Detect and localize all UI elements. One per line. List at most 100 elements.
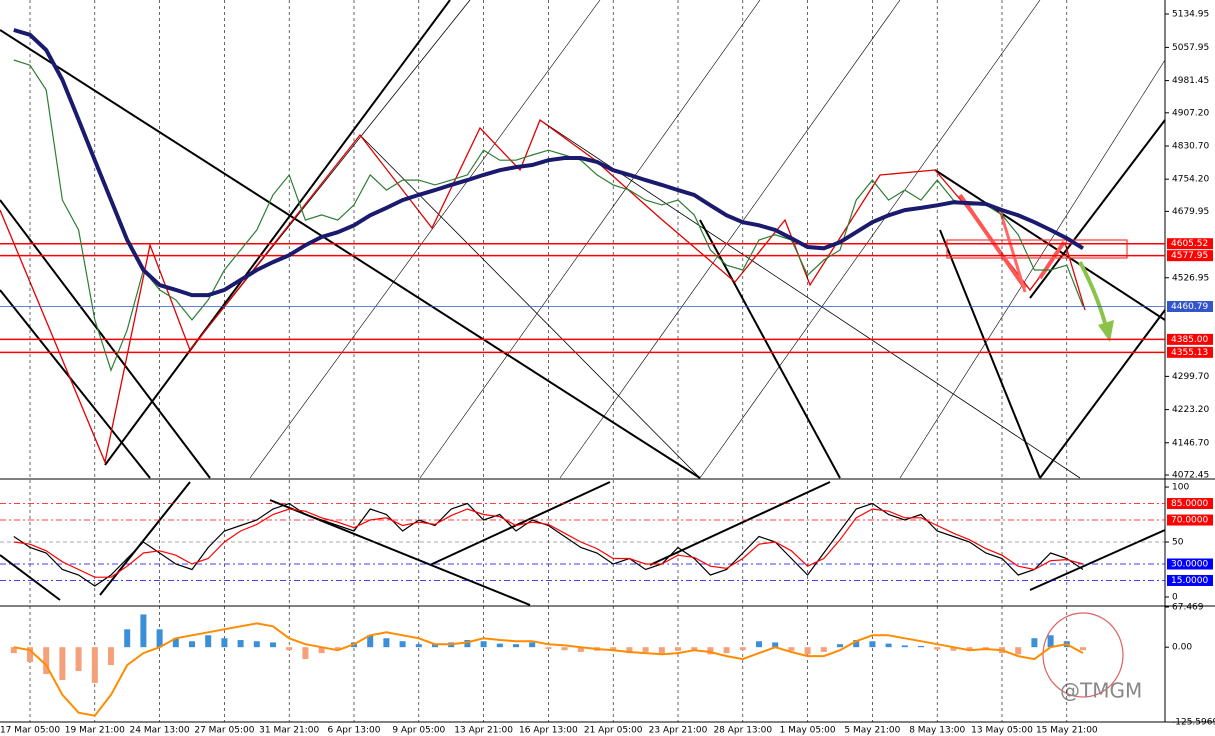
- level-label: 4577.95: [1171, 251, 1208, 261]
- bar: [205, 635, 212, 648]
- level-label-box: [1167, 300, 1213, 312]
- bar: [707, 647, 714, 655]
- bar: [756, 641, 762, 648]
- bar: [1031, 638, 1038, 648]
- bar: [318, 647, 325, 654]
- bar: [124, 629, 131, 648]
- level-label-box: [1167, 346, 1213, 358]
- bar: [577, 647, 584, 652]
- level-label: 15.0000: [1171, 576, 1208, 586]
- bar: [529, 642, 536, 648]
- series-line: [13, 622, 1084, 717]
- y-tick-label: 0: [1172, 592, 1178, 602]
- bar: [91, 647, 98, 683]
- bar: [75, 647, 82, 672]
- bar: [140, 614, 147, 648]
- x-tick-label: 24 Mar 13:00: [130, 726, 190, 736]
- bar: [1080, 647, 1086, 651]
- x-tick-label: 23 Apr 21:00: [649, 726, 708, 736]
- bar: [820, 647, 827, 652]
- bar: [253, 641, 260, 648]
- x-tick-label: 19 Mar 21:00: [65, 726, 125, 736]
- bar: [626, 647, 633, 654]
- y-tick-label: 4679.95: [1172, 207, 1209, 217]
- x-tick-label: 28 Apr 13:00: [713, 726, 772, 736]
- bar: [383, 638, 390, 648]
- bar: [464, 640, 471, 648]
- bar: [610, 647, 617, 651]
- bar: [837, 644, 843, 648]
- level-label-box: [1167, 498, 1213, 510]
- x-tick-label: 27 Mar 05:00: [194, 726, 254, 736]
- x-tick-label: 13 Apr 21:00: [454, 726, 513, 736]
- x-tick-label: 8 May 13:00: [909, 726, 965, 736]
- bar: [10, 647, 17, 654]
- x-tick-label: 6 Apr 13:00: [328, 726, 381, 736]
- bar: [934, 647, 941, 650]
- y-tick-label: 67.469: [1172, 603, 1204, 613]
- bar: [853, 640, 860, 648]
- y-tick-label: 4072.45: [1172, 470, 1209, 480]
- bar: [399, 641, 406, 648]
- level-label-box: [1167, 574, 1213, 586]
- bar: [43, 647, 50, 674]
- bar: [658, 647, 665, 654]
- x-tick-label: 13 May 05:00: [971, 726, 1033, 736]
- y-tick-label: 4146.70: [1172, 438, 1209, 448]
- level-label: 4605.52: [1171, 239, 1208, 249]
- y-tick-label: 5057.95: [1172, 43, 1209, 53]
- y-tick-label: 4830.70: [1172, 141, 1209, 151]
- bar: [221, 638, 228, 648]
- y-tick-label: 100: [1172, 483, 1189, 493]
- level-label: 4355.13: [1171, 348, 1208, 358]
- bar: [270, 642, 276, 648]
- bar: [237, 640, 244, 648]
- bar: [918, 645, 924, 648]
- bar: [966, 647, 973, 651]
- series-line: [13, 502, 1084, 587]
- bar: [1047, 635, 1054, 648]
- y-tick-label: 5134.95: [1172, 9, 1209, 19]
- x-tick-label: 16 Apr 13:00: [519, 726, 578, 736]
- bar: [334, 647, 341, 651]
- x-tick-label: 17 Mar 05:00: [0, 726, 60, 736]
- level-label-box: [1167, 238, 1213, 250]
- watermark: @TMGM: [1060, 679, 1142, 703]
- bar: [869, 641, 876, 648]
- level-label-box: [1167, 514, 1213, 526]
- level-label: 85.0000: [1171, 499, 1208, 509]
- bar: [675, 647, 681, 651]
- bar: [367, 635, 374, 648]
- bar: [901, 645, 908, 648]
- bar: [513, 644, 519, 648]
- bar: [804, 647, 811, 655]
- bar: [691, 647, 698, 650]
- level-label-box: [1167, 333, 1213, 345]
- level-label-box: [1167, 250, 1213, 262]
- bar: [189, 641, 195, 648]
- series-line: [13, 28, 1085, 298]
- y-tick-label: 0.00: [1172, 643, 1192, 653]
- bar: [156, 629, 163, 648]
- y-tick-label: 4981.45: [1172, 76, 1209, 86]
- series-line: [13, 508, 1084, 578]
- bar: [480, 641, 487, 648]
- x-tick-label: 1 May 05:00: [780, 726, 836, 736]
- bar: [642, 647, 649, 652]
- y-tick-label: 4526.95: [1172, 273, 1209, 283]
- bar: [286, 647, 293, 651]
- bar: [772, 642, 779, 648]
- y-tick-label: -125.5969: [1172, 718, 1215, 728]
- bar: [59, 647, 66, 680]
- bar: [302, 647, 309, 660]
- bar: [108, 647, 114, 666]
- level-label: 70.0000: [1171, 516, 1208, 526]
- bar: [1015, 647, 1022, 655]
- x-tick-label: 5 May 21:00: [844, 726, 900, 736]
- x-tick-label: 15 May 21:00: [1036, 726, 1098, 736]
- level-label: 4385.00: [1171, 335, 1208, 345]
- bar: [723, 647, 730, 654]
- level-label: 4460.79: [1171, 302, 1208, 312]
